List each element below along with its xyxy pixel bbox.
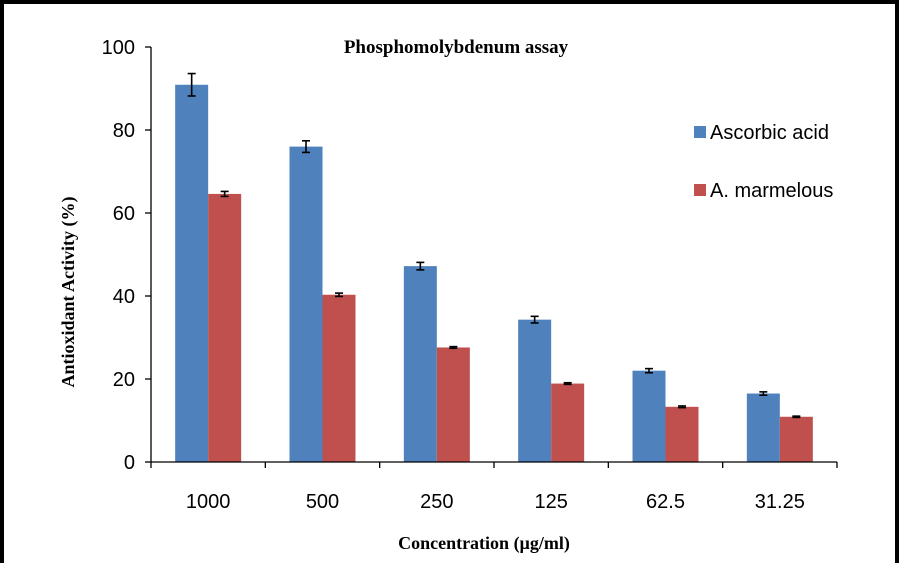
y-tick-label: 100 — [102, 37, 135, 59]
bar-ascorbic-acid — [403, 266, 437, 462]
bars-layer — [175, 84, 813, 462]
y-tick-label: 80 — [113, 120, 135, 142]
bar-a-marmelous — [665, 406, 699, 462]
bar-a-marmelous — [322, 294, 356, 462]
bar-a-marmelous — [208, 193, 242, 462]
legend-swatch — [694, 184, 706, 196]
y-ticks: 0 20 40 60 80 100 — [102, 37, 151, 474]
y-tick-label: 40 — [113, 286, 135, 308]
y-axis-title: Antioxidant Activity (%) — [58, 196, 79, 387]
x-tick-label: 250 — [420, 491, 453, 513]
bar-ascorbic-acid — [289, 146, 323, 462]
y-tick-label: 20 — [113, 369, 135, 391]
y-tick-label: 60 — [113, 203, 135, 225]
x-tick-label: 500 — [306, 491, 339, 513]
bar-a-marmelous — [436, 347, 470, 462]
x-ticks: 1000 500 250 125 62.5 31.25 — [150, 462, 838, 513]
bar-ascorbic-acid — [746, 393, 780, 462]
legend: Ascorbic acid A. marmelous — [694, 122, 833, 202]
bar-ascorbic-acid — [632, 370, 666, 462]
x-tick-label: 1000 — [186, 491, 231, 513]
error-bars-layer — [187, 72, 801, 419]
x-tick-label: 31.25 — [755, 491, 805, 513]
x-tick-label: 125 — [534, 491, 567, 513]
bar-ascorbic-acid — [518, 319, 552, 462]
x-axis-title: Concentration (µg/ml) — [398, 533, 570, 554]
bar-a-marmelous — [779, 416, 813, 462]
bar-a-marmelous — [551, 383, 585, 462]
legend-label: Ascorbic acid — [710, 122, 829, 144]
y-tick-label: 0 — [124, 452, 135, 474]
chart-title: Phosphomolybdenum assay — [344, 37, 569, 58]
x-tick-label: 62.5 — [646, 491, 685, 513]
legend-label: A. marmelous — [710, 180, 833, 202]
legend-swatch — [694, 126, 706, 138]
bar-ascorbic-acid — [175, 84, 209, 462]
